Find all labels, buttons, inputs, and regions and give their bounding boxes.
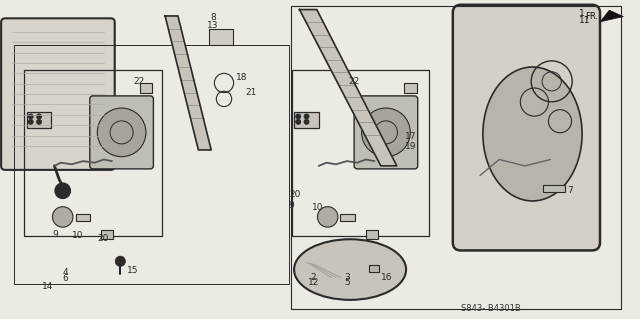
- Polygon shape: [165, 16, 211, 150]
- Circle shape: [28, 119, 33, 124]
- Text: 21: 21: [245, 88, 257, 97]
- Bar: [383, 134, 401, 144]
- Text: 11: 11: [579, 16, 591, 25]
- Circle shape: [317, 207, 338, 227]
- Bar: [101, 230, 113, 239]
- Text: 2: 2: [311, 273, 316, 282]
- Bar: [404, 83, 417, 93]
- Text: 18: 18: [236, 73, 247, 82]
- Bar: [543, 185, 565, 192]
- Text: 13: 13: [207, 21, 219, 30]
- Bar: [369, 265, 379, 272]
- Circle shape: [97, 108, 146, 157]
- Text: 4: 4: [63, 268, 68, 277]
- Text: 8: 8: [211, 13, 216, 22]
- Polygon shape: [300, 10, 397, 166]
- Text: 15: 15: [127, 266, 138, 275]
- Text: 16: 16: [381, 273, 392, 282]
- Circle shape: [296, 114, 301, 119]
- FancyBboxPatch shape: [354, 96, 418, 169]
- Text: S843- B4301B: S843- B4301B: [461, 304, 520, 313]
- FancyBboxPatch shape: [453, 5, 600, 250]
- Bar: [24, 70, 162, 236]
- Bar: [366, 230, 378, 239]
- Ellipse shape: [483, 67, 582, 201]
- Text: 3: 3: [345, 273, 350, 282]
- Text: 17: 17: [404, 132, 416, 141]
- Text: 20: 20: [289, 190, 301, 199]
- Text: 5: 5: [345, 278, 350, 287]
- Bar: [27, 112, 51, 128]
- Text: 10: 10: [312, 203, 324, 211]
- Text: 22: 22: [349, 77, 360, 85]
- Bar: [14, 45, 289, 284]
- Text: 9: 9: [288, 201, 294, 210]
- Text: 6: 6: [63, 274, 68, 283]
- Circle shape: [52, 207, 73, 227]
- FancyBboxPatch shape: [90, 96, 154, 169]
- Circle shape: [304, 114, 309, 119]
- Bar: [292, 70, 429, 236]
- Circle shape: [28, 114, 33, 119]
- Circle shape: [362, 108, 410, 157]
- Circle shape: [36, 119, 42, 124]
- Polygon shape: [600, 10, 623, 22]
- Text: 20: 20: [97, 234, 109, 243]
- Text: 7: 7: [567, 186, 573, 195]
- Text: 22: 22: [133, 77, 145, 85]
- Ellipse shape: [294, 239, 406, 300]
- Bar: [140, 83, 152, 93]
- Bar: [340, 214, 355, 221]
- Text: 9: 9: [52, 230, 58, 239]
- FancyBboxPatch shape: [1, 18, 115, 170]
- Bar: [294, 112, 319, 128]
- Text: 19: 19: [404, 142, 416, 151]
- Circle shape: [36, 114, 42, 119]
- Circle shape: [55, 183, 70, 198]
- Circle shape: [115, 256, 125, 266]
- Text: 12: 12: [308, 278, 319, 287]
- Text: 1: 1: [579, 9, 585, 18]
- Bar: [209, 29, 233, 45]
- Text: 10: 10: [72, 231, 83, 240]
- Bar: [76, 214, 90, 221]
- Text: 14: 14: [42, 282, 53, 291]
- Circle shape: [304, 119, 309, 124]
- Circle shape: [296, 119, 301, 124]
- Text: FR.: FR.: [586, 12, 599, 21]
